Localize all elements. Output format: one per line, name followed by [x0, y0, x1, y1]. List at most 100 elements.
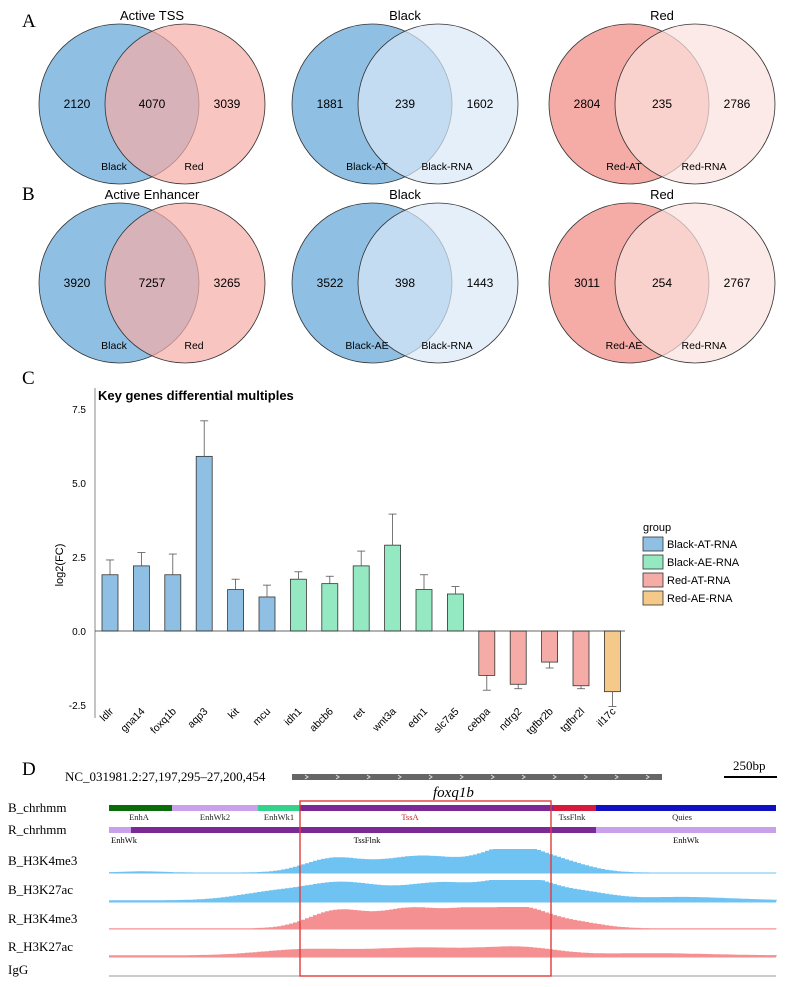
y-tick-label: 5.0 — [72, 479, 86, 490]
x-tick-label: edn1 — [405, 706, 430, 731]
bar-wnt3a — [384, 544, 402, 632]
r-state-segment — [131, 827, 596, 833]
venn-circle-right — [104, 23, 266, 185]
track-label-R_H3K27ac: R_H3K27ac — [8, 939, 73, 954]
strand-chevron — [459, 774, 464, 780]
venn-left-label: Red-AE — [606, 340, 643, 352]
y-tick-label: 2.5 — [72, 553, 86, 564]
venn-right-count: 3039 — [214, 97, 241, 111]
legend-swatch — [642, 590, 664, 606]
x-tick-label: gna14 — [118, 706, 147, 735]
chart-legend: group Black-AT-RNA Black-AE-RNA Red-AT-RNA… — [642, 522, 740, 606]
venn-overlap-count: 254 — [652, 276, 672, 290]
coordinate-label: NC_031981.2:27,197,295–27,200,454 — [65, 769, 266, 784]
bar-slc7a5 — [446, 593, 464, 632]
venn-left-count: 3522 — [317, 276, 344, 290]
b-state-segment — [300, 805, 553, 811]
bar-tgfbr2b — [541, 630, 558, 663]
strand-chevron — [428, 774, 433, 780]
venn-overlap-count: 239 — [395, 97, 415, 111]
b-h3k27ac-signal — [109, 880, 777, 902]
gene-strand-arrows — [304, 774, 650, 780]
bar-gna14 — [132, 565, 150, 632]
chart-y-ticks: 7.5 5.0 2.5 0.0 -2.5 — [69, 405, 87, 712]
venn-left-label: Black-AE — [345, 340, 388, 352]
bar-cebpa — [478, 630, 496, 676]
b-state-segment — [553, 805, 596, 811]
track-label-B_H3K4me3: B_H3K4me3 — [8, 853, 77, 868]
panel-label-c: C — [22, 368, 35, 389]
venn-title: Active Enhancer — [105, 187, 200, 202]
y-tick-label: -2.5 — [69, 701, 87, 712]
highlight-box — [299, 800, 552, 977]
strand-chevron — [397, 774, 402, 780]
bar-aqp3 — [195, 455, 213, 632]
venn-circle-right — [614, 23, 776, 185]
strand-chevron — [521, 774, 526, 780]
venn-venn_A-0: Active TSS 2120 4070 3039 Black Red — [38, 8, 266, 185]
bar-mcu — [258, 596, 276, 632]
venn-title: Black — [389, 8, 421, 23]
venn-left-label: Red-AT — [606, 161, 642, 173]
r-h3k4me3-signal — [109, 907, 777, 929]
venn-overlap-count: 235 — [652, 97, 672, 111]
venn-right-label: Red — [184, 161, 203, 173]
bar-abcb6 — [321, 583, 339, 632]
r-state-label: EnhWk — [673, 835, 700, 845]
strand-chevron — [614, 774, 619, 780]
venn-left-count: 3011 — [574, 276, 600, 290]
x-tick-label: wnt3a — [370, 706, 399, 735]
bar-foxq1b — [164, 574, 182, 632]
bar-ret — [352, 565, 370, 632]
venn-title: Red — [650, 187, 674, 202]
legend-title: group — [643, 522, 671, 534]
y-tick-label: 7.5 — [72, 405, 86, 416]
venn-title: Active TSS — [120, 8, 184, 23]
y-tick-label: 0.0 — [72, 627, 86, 638]
b-h3k4me3-signal — [109, 849, 777, 873]
track-label-B_H3K27ac: B_H3K27ac — [8, 882, 73, 897]
b-state-segment — [596, 805, 776, 811]
venn-venn_A-1: Black 1881 239 1602 Black-AT Black-RNA — [291, 8, 519, 185]
x-tick-label: ret — [350, 706, 367, 723]
venn-overlap-count: 398 — [395, 276, 415, 290]
chart-y-label: log2(FC) — [54, 544, 66, 587]
venn-right-label: Black-RNA — [421, 340, 472, 352]
legend-swatch — [642, 554, 664, 570]
bar-chart: Key genes differential multiples log2(FC… — [54, 388, 740, 737]
b-state-label: EnhWk2 — [200, 812, 230, 822]
venn-right-label: Red-RNA — [682, 161, 727, 173]
b-state-label: EnhWk1 — [264, 812, 294, 822]
strand-chevron — [335, 774, 340, 780]
venn-right-count: 2786 — [724, 97, 751, 111]
venn-venn_B-1: Black 3522 398 1443 Black-AE Black-RNA — [291, 187, 519, 364]
x-tick-label: tgfbr2l — [558, 706, 587, 735]
strand-chevron — [583, 774, 588, 780]
venn-venn_A-2: Red 2804 235 2786 Red-AT Red-RNA — [548, 8, 776, 185]
chart-title: Key genes differential multiples — [98, 388, 294, 403]
x-tick-label: idh1 — [282, 706, 305, 729]
b-state-label: EnhA — [129, 812, 150, 822]
strand-chevron — [552, 774, 557, 780]
track-label-R_chrhmm: R_chrhmm — [8, 822, 67, 837]
venn-circle-right — [357, 23, 519, 185]
venn-left-count: 2804 — [574, 97, 601, 111]
venn-circle-right — [614, 202, 776, 364]
bar-edn1 — [415, 589, 433, 632]
track-label-R_H3K4me3: R_H3K4me3 — [8, 911, 77, 926]
bar-kit — [227, 589, 245, 632]
x-tick-label: foxq1b — [148, 706, 179, 737]
chart-x-ticks: ldlr gna14 foxq1b aqp3 kit mcu idh1 abcb6 ret wnt… — [98, 705, 619, 737]
r-state-label: EnhWk — [111, 835, 138, 845]
track-label-B_chrhmm: B_chrhmm — [8, 800, 67, 815]
b-state-segment — [258, 805, 300, 811]
b-state-label: Quies — [672, 812, 692, 822]
bar-ndrg2 — [509, 630, 527, 685]
legend-entry: Red-AE-RNA — [667, 593, 733, 605]
venn-right-count: 2767 — [724, 276, 751, 290]
track-labels: B_chrhmm R_chrhmm B_H3K4me3 B_H3K27ac R_H3K4… — [8, 800, 77, 977]
r-state-label: TssFlnk — [354, 835, 382, 845]
bar-idh1 — [289, 578, 307, 632]
strand-chevron — [304, 774, 309, 780]
